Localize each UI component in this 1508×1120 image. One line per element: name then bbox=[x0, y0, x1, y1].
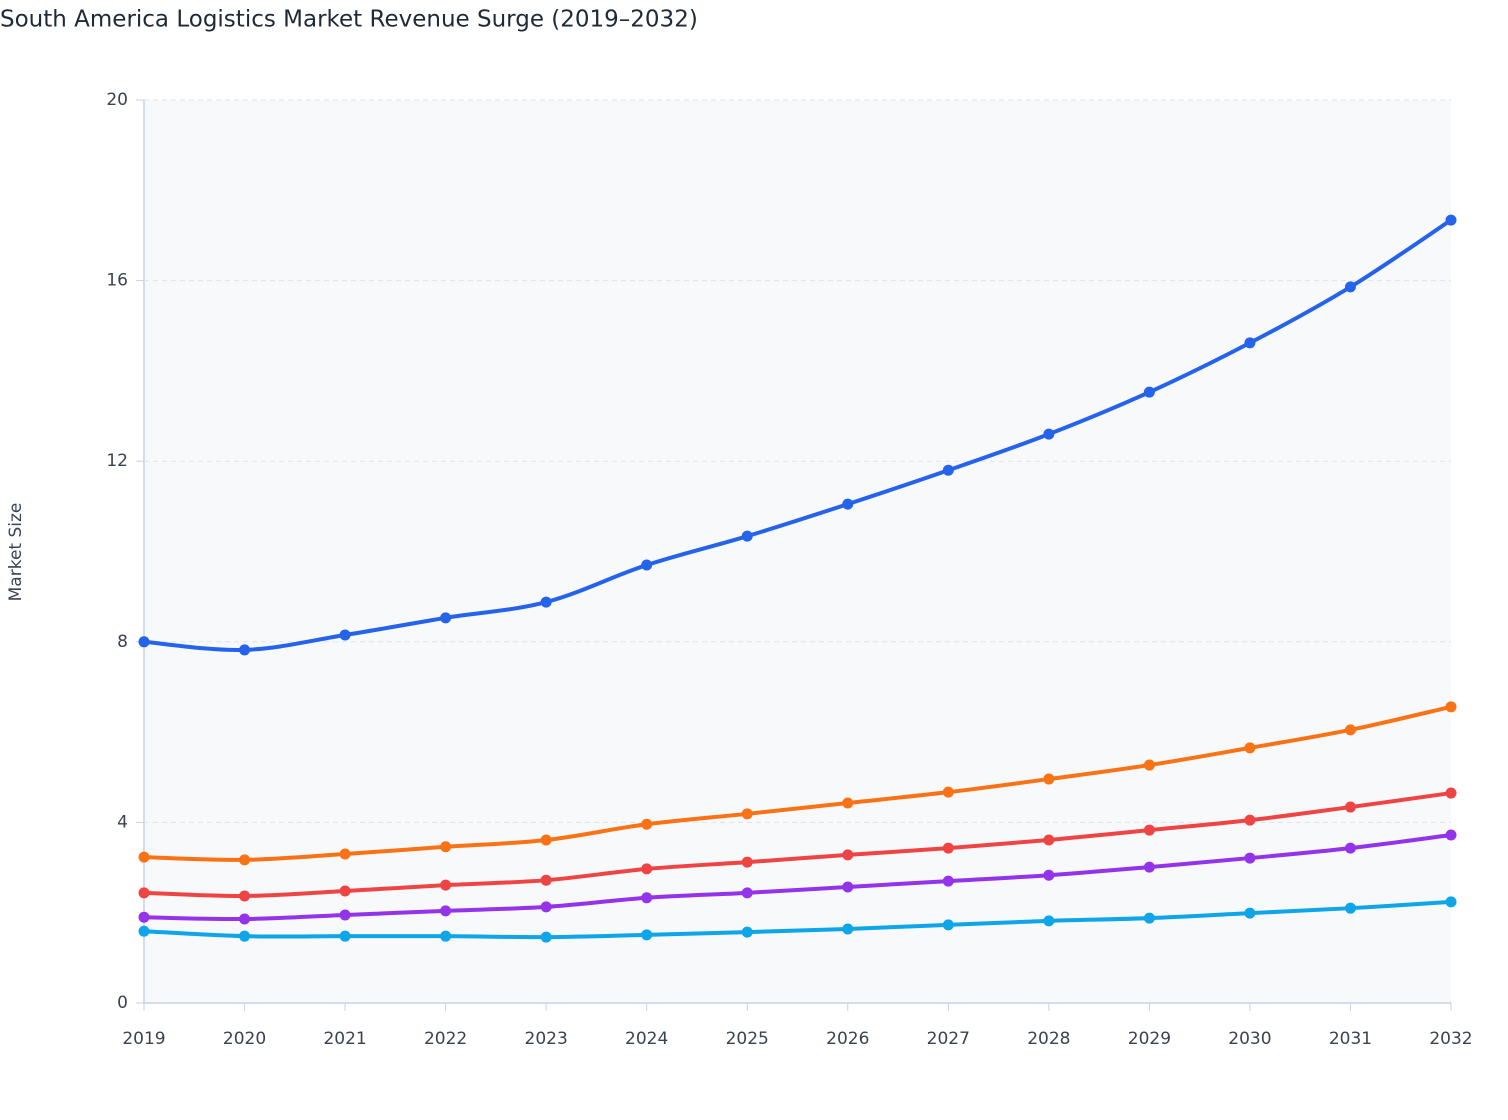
plot-area bbox=[144, 100, 1451, 1003]
data-point bbox=[440, 612, 452, 624]
data-point bbox=[641, 818, 653, 830]
data-point bbox=[1143, 912, 1155, 924]
x-tick-label: 2030 bbox=[1228, 1029, 1271, 1049]
data-point bbox=[440, 905, 452, 917]
x-tick-label: 2025 bbox=[726, 1029, 769, 1049]
data-point bbox=[239, 913, 251, 925]
data-point bbox=[1143, 861, 1155, 873]
series-line bbox=[143, 791, 1452, 899]
data-point bbox=[540, 834, 552, 846]
x-tick-label: 2019 bbox=[122, 1029, 165, 1049]
data-point bbox=[339, 848, 351, 860]
data-point bbox=[1244, 337, 1256, 349]
x-tick-label: 2022 bbox=[424, 1029, 467, 1049]
data-point bbox=[1445, 701, 1457, 713]
data-point bbox=[440, 841, 452, 853]
y-tick-label: 0 bbox=[117, 993, 128, 1013]
data-point bbox=[1043, 834, 1055, 846]
data-point bbox=[339, 930, 351, 942]
data-point bbox=[138, 887, 150, 899]
data-point bbox=[1344, 801, 1356, 813]
data-point bbox=[1244, 907, 1256, 919]
x-tick-label: 2024 bbox=[625, 1029, 668, 1049]
y-tick-label: 4 bbox=[117, 812, 128, 832]
data-point bbox=[138, 636, 150, 648]
data-point bbox=[1143, 759, 1155, 771]
x-tick-label: 2028 bbox=[1027, 1029, 1070, 1049]
data-point bbox=[741, 530, 753, 542]
y-tick-label: 12 bbox=[106, 451, 128, 471]
data-point bbox=[641, 929, 653, 941]
data-point bbox=[741, 808, 753, 820]
data-point bbox=[540, 901, 552, 913]
x-tick-label: 2029 bbox=[1128, 1029, 1171, 1049]
data-point bbox=[1043, 773, 1055, 785]
data-point bbox=[1344, 281, 1356, 293]
data-point bbox=[1143, 386, 1155, 398]
data-point bbox=[641, 559, 653, 571]
data-point bbox=[138, 925, 150, 937]
data-point bbox=[842, 849, 854, 861]
data-point bbox=[942, 464, 954, 476]
data-point bbox=[1043, 915, 1055, 927]
data-point bbox=[1344, 902, 1356, 914]
data-point bbox=[741, 887, 753, 899]
y-tick-label: 20 bbox=[106, 90, 128, 110]
data-point bbox=[339, 909, 351, 921]
data-point bbox=[1143, 824, 1155, 836]
y-tick-label: 16 bbox=[106, 271, 128, 291]
data-point bbox=[440, 879, 452, 891]
data-point bbox=[942, 786, 954, 798]
x-tick-label: 2023 bbox=[525, 1029, 568, 1049]
data-point bbox=[842, 498, 854, 510]
data-point bbox=[1445, 787, 1457, 799]
x-tick-label: 2032 bbox=[1429, 1029, 1472, 1049]
chart-title: South America Logistics Market Revenue S… bbox=[0, 7, 698, 33]
data-point bbox=[239, 930, 251, 942]
series-line bbox=[143, 899, 1452, 940]
data-point bbox=[540, 874, 552, 886]
data-point bbox=[942, 842, 954, 854]
data-point bbox=[540, 931, 552, 943]
data-point bbox=[339, 629, 351, 641]
data-point bbox=[942, 919, 954, 931]
data-point bbox=[440, 930, 452, 942]
data-point bbox=[1445, 896, 1457, 908]
data-point bbox=[1043, 869, 1055, 881]
x-tick-label: 2031 bbox=[1329, 1029, 1372, 1049]
data-point bbox=[138, 851, 150, 863]
y-axis-label: Market Size bbox=[6, 503, 26, 602]
series-line bbox=[143, 833, 1452, 922]
data-point bbox=[540, 596, 552, 608]
x-tick-label: 2020 bbox=[223, 1029, 266, 1049]
data-point bbox=[1244, 742, 1256, 754]
series-line bbox=[143, 218, 1453, 653]
data-point bbox=[1445, 829, 1457, 841]
data-point bbox=[1244, 814, 1256, 826]
x-tick-label: 2021 bbox=[323, 1029, 366, 1049]
data-point bbox=[842, 797, 854, 809]
data-point bbox=[842, 881, 854, 893]
data-point bbox=[1244, 852, 1256, 864]
data-point bbox=[942, 875, 954, 887]
data-point bbox=[138, 911, 150, 923]
series-line bbox=[143, 704, 1452, 862]
data-point bbox=[239, 890, 251, 902]
data-point bbox=[239, 854, 251, 866]
data-point bbox=[641, 892, 653, 904]
data-point bbox=[741, 856, 753, 868]
data-point bbox=[741, 926, 753, 938]
x-tick-label: 2026 bbox=[826, 1029, 869, 1049]
y-tick-label: 8 bbox=[117, 632, 128, 652]
data-point bbox=[842, 923, 854, 935]
data-point bbox=[1344, 842, 1356, 854]
data-point bbox=[1344, 724, 1356, 736]
x-tick-label: 2027 bbox=[927, 1029, 970, 1049]
data-point bbox=[339, 885, 351, 897]
data-point bbox=[1043, 428, 1055, 440]
data-point bbox=[1445, 214, 1457, 226]
data-point bbox=[641, 863, 653, 875]
data-point bbox=[239, 644, 251, 656]
